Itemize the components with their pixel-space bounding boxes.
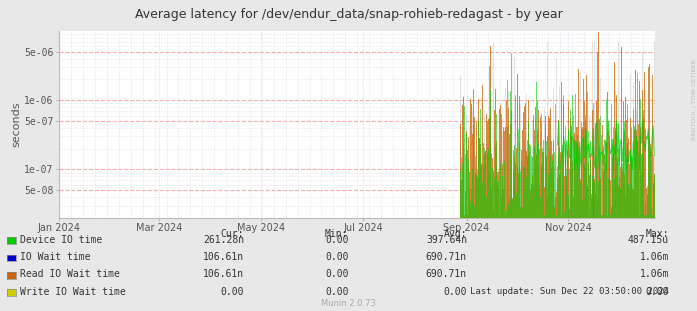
Text: 487.15u: 487.15u — [628, 235, 669, 245]
Text: 690.71n: 690.71n — [426, 269, 467, 280]
Text: Last update: Sun Dec 22 03:50:00 2024: Last update: Sun Dec 22 03:50:00 2024 — [470, 287, 669, 296]
Text: 0.00: 0.00 — [325, 286, 348, 297]
Y-axis label: seconds: seconds — [12, 102, 22, 147]
Text: 0.00: 0.00 — [443, 286, 467, 297]
Text: Avg:: Avg: — [443, 229, 467, 239]
Text: Read IO Wait time: Read IO Wait time — [20, 269, 119, 280]
Text: 1.06m: 1.06m — [640, 252, 669, 262]
Text: Max:: Max: — [645, 229, 669, 239]
Text: Write IO Wait time: Write IO Wait time — [20, 286, 125, 297]
Text: 261.28n: 261.28n — [203, 235, 244, 245]
Text: 1.06m: 1.06m — [640, 269, 669, 280]
Text: 397.64n: 397.64n — [426, 235, 467, 245]
Text: 106.61n: 106.61n — [203, 269, 244, 280]
Text: 0.00: 0.00 — [325, 235, 348, 245]
Text: Munin 2.0.73: Munin 2.0.73 — [321, 299, 376, 308]
Text: Min:: Min: — [325, 229, 348, 239]
Text: 0.00: 0.00 — [645, 286, 669, 297]
Text: 0.00: 0.00 — [325, 269, 348, 280]
Text: IO Wait time: IO Wait time — [20, 252, 90, 262]
Text: Device IO time: Device IO time — [20, 235, 102, 245]
Text: RRDTOOL / TOBI OETIKER: RRDTOOL / TOBI OETIKER — [691, 59, 696, 140]
Text: 690.71n: 690.71n — [426, 252, 467, 262]
Text: Cur:: Cur: — [220, 229, 244, 239]
Text: Average latency for /dev/endur_data/snap-rohieb-redagast - by year: Average latency for /dev/endur_data/snap… — [135, 8, 562, 21]
Text: 106.61n: 106.61n — [203, 252, 244, 262]
Text: 0.00: 0.00 — [325, 252, 348, 262]
Text: 0.00: 0.00 — [220, 286, 244, 297]
